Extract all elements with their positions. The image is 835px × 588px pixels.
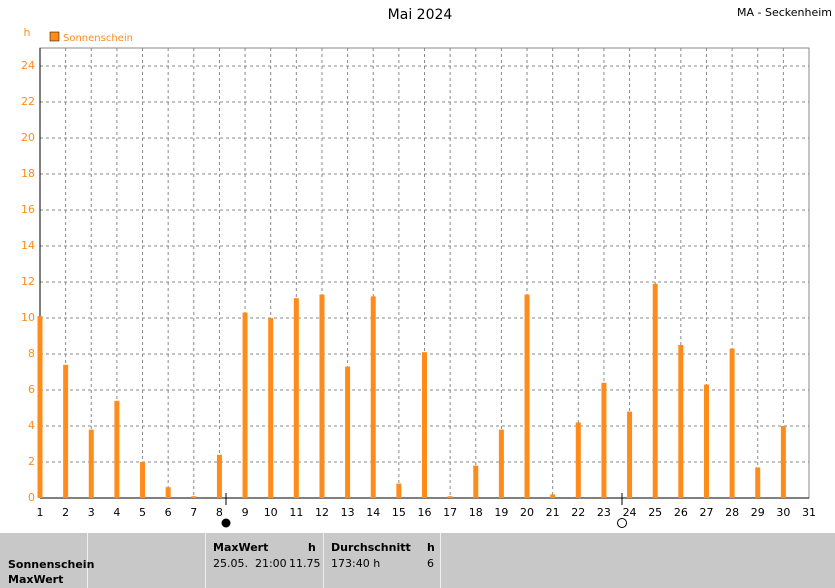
bar [216,454,222,498]
bar [242,312,248,498]
x-tick-label: 30 [776,506,790,519]
y-tick-label: 20 [21,131,35,144]
bar [447,496,453,498]
max-value: 11.75 [289,557,321,570]
x-tick-label: 26 [674,506,688,519]
summary-panel: Sonnenschein MaxWert MaxWert h 25.05. 21… [0,533,835,588]
bar [370,296,376,498]
separator [323,533,324,588]
x-tick-label: 6 [165,506,172,519]
x-tick-label: 14 [366,506,380,519]
bar [755,467,761,498]
x-tick-label: 16 [418,506,432,519]
y-tick-label: 8 [28,347,35,360]
y-tick-label: 16 [21,203,35,216]
bar [575,422,581,498]
bar [165,487,171,498]
y-tick-label: 24 [21,59,35,72]
moon-full [617,518,627,528]
x-tick-label: 5 [139,506,146,519]
y-tick-label: 6 [28,383,35,396]
x-tick-label: 31 [802,506,816,519]
x-tick-label: 22 [571,506,585,519]
bar [473,465,479,498]
bar [140,462,146,498]
station: MA - Seckenheim [737,6,832,19]
x-tick-label: 9 [242,506,249,519]
x-tick-label: 17 [443,506,457,519]
y-tick-label: 10 [21,311,35,324]
y-tick-label: 0 [28,491,35,504]
x-tick-label: 12 [315,506,329,519]
bar [191,496,197,498]
header: MaxWert [213,541,269,554]
x-tick-label: 28 [725,506,739,519]
bar [114,400,120,498]
x-tick-label: 10 [264,506,278,519]
bar [88,429,94,498]
x-tick-label: 20 [520,506,534,519]
bar [396,483,402,498]
separator [440,533,441,588]
chart: Mai 2024 MA - Seckenheim h Sonnenschein … [21,6,832,528]
legend-label: Sonnenschein [63,33,133,44]
x-tick-label: 4 [113,506,120,519]
y-tick-label: 18 [21,167,35,180]
x-tick-label: 24 [623,506,637,519]
separator [87,533,88,588]
max-date: 25.05. 21:00 [213,557,287,570]
x-tick-label: 2 [62,506,69,519]
x-tick-label: 7 [190,506,197,519]
y-label: h [24,26,31,39]
chart-title: Mai 2024 [388,7,453,23]
avg-value: 6 [427,557,434,570]
bar [550,494,556,498]
x-tick-label: 3 [88,506,95,519]
legend-swatch [49,31,60,42]
x-tick-label: 29 [751,506,765,519]
y-tick-label: 4 [28,419,35,432]
x-tick-label: 21 [546,506,560,519]
unit: h [427,541,435,554]
x-tick-label: 8 [216,506,223,519]
bar [524,294,530,498]
bar [652,283,658,498]
bar [268,318,274,498]
bar [63,364,69,498]
bar [678,345,684,498]
total: 173:40 h [331,557,381,570]
y-tick-label: 12 [21,275,35,288]
x-tick-label: 27 [699,506,713,519]
bar [319,294,325,498]
x-tick-label: 25 [648,506,662,519]
bar [601,382,607,498]
moon-new [221,518,231,528]
bar [498,429,504,498]
x-tick-label: 23 [597,506,611,519]
bar [780,426,786,498]
bar [627,411,633,498]
x-tick-label: 13 [341,506,355,519]
x-tick-label: 15 [392,506,406,519]
bar [729,348,735,498]
x-tick-label: 11 [289,506,303,519]
x-tick-label: 18 [469,506,483,519]
header: Durchschnitt [331,541,411,554]
bar [37,316,43,498]
x-tick-label: 19 [494,506,508,519]
y-tick-label: 14 [21,239,35,252]
unit: h [308,541,316,554]
bar [345,366,351,498]
y-tick-label: 22 [21,95,35,108]
row-label: MaxWert [8,573,64,586]
bar [422,352,427,498]
bar [293,298,299,498]
bar [703,384,709,498]
separator [205,533,206,588]
row-label: Sonnenschein [8,558,95,571]
y-tick-label: 2 [28,455,35,468]
x-tick-label: 1 [37,506,44,519]
